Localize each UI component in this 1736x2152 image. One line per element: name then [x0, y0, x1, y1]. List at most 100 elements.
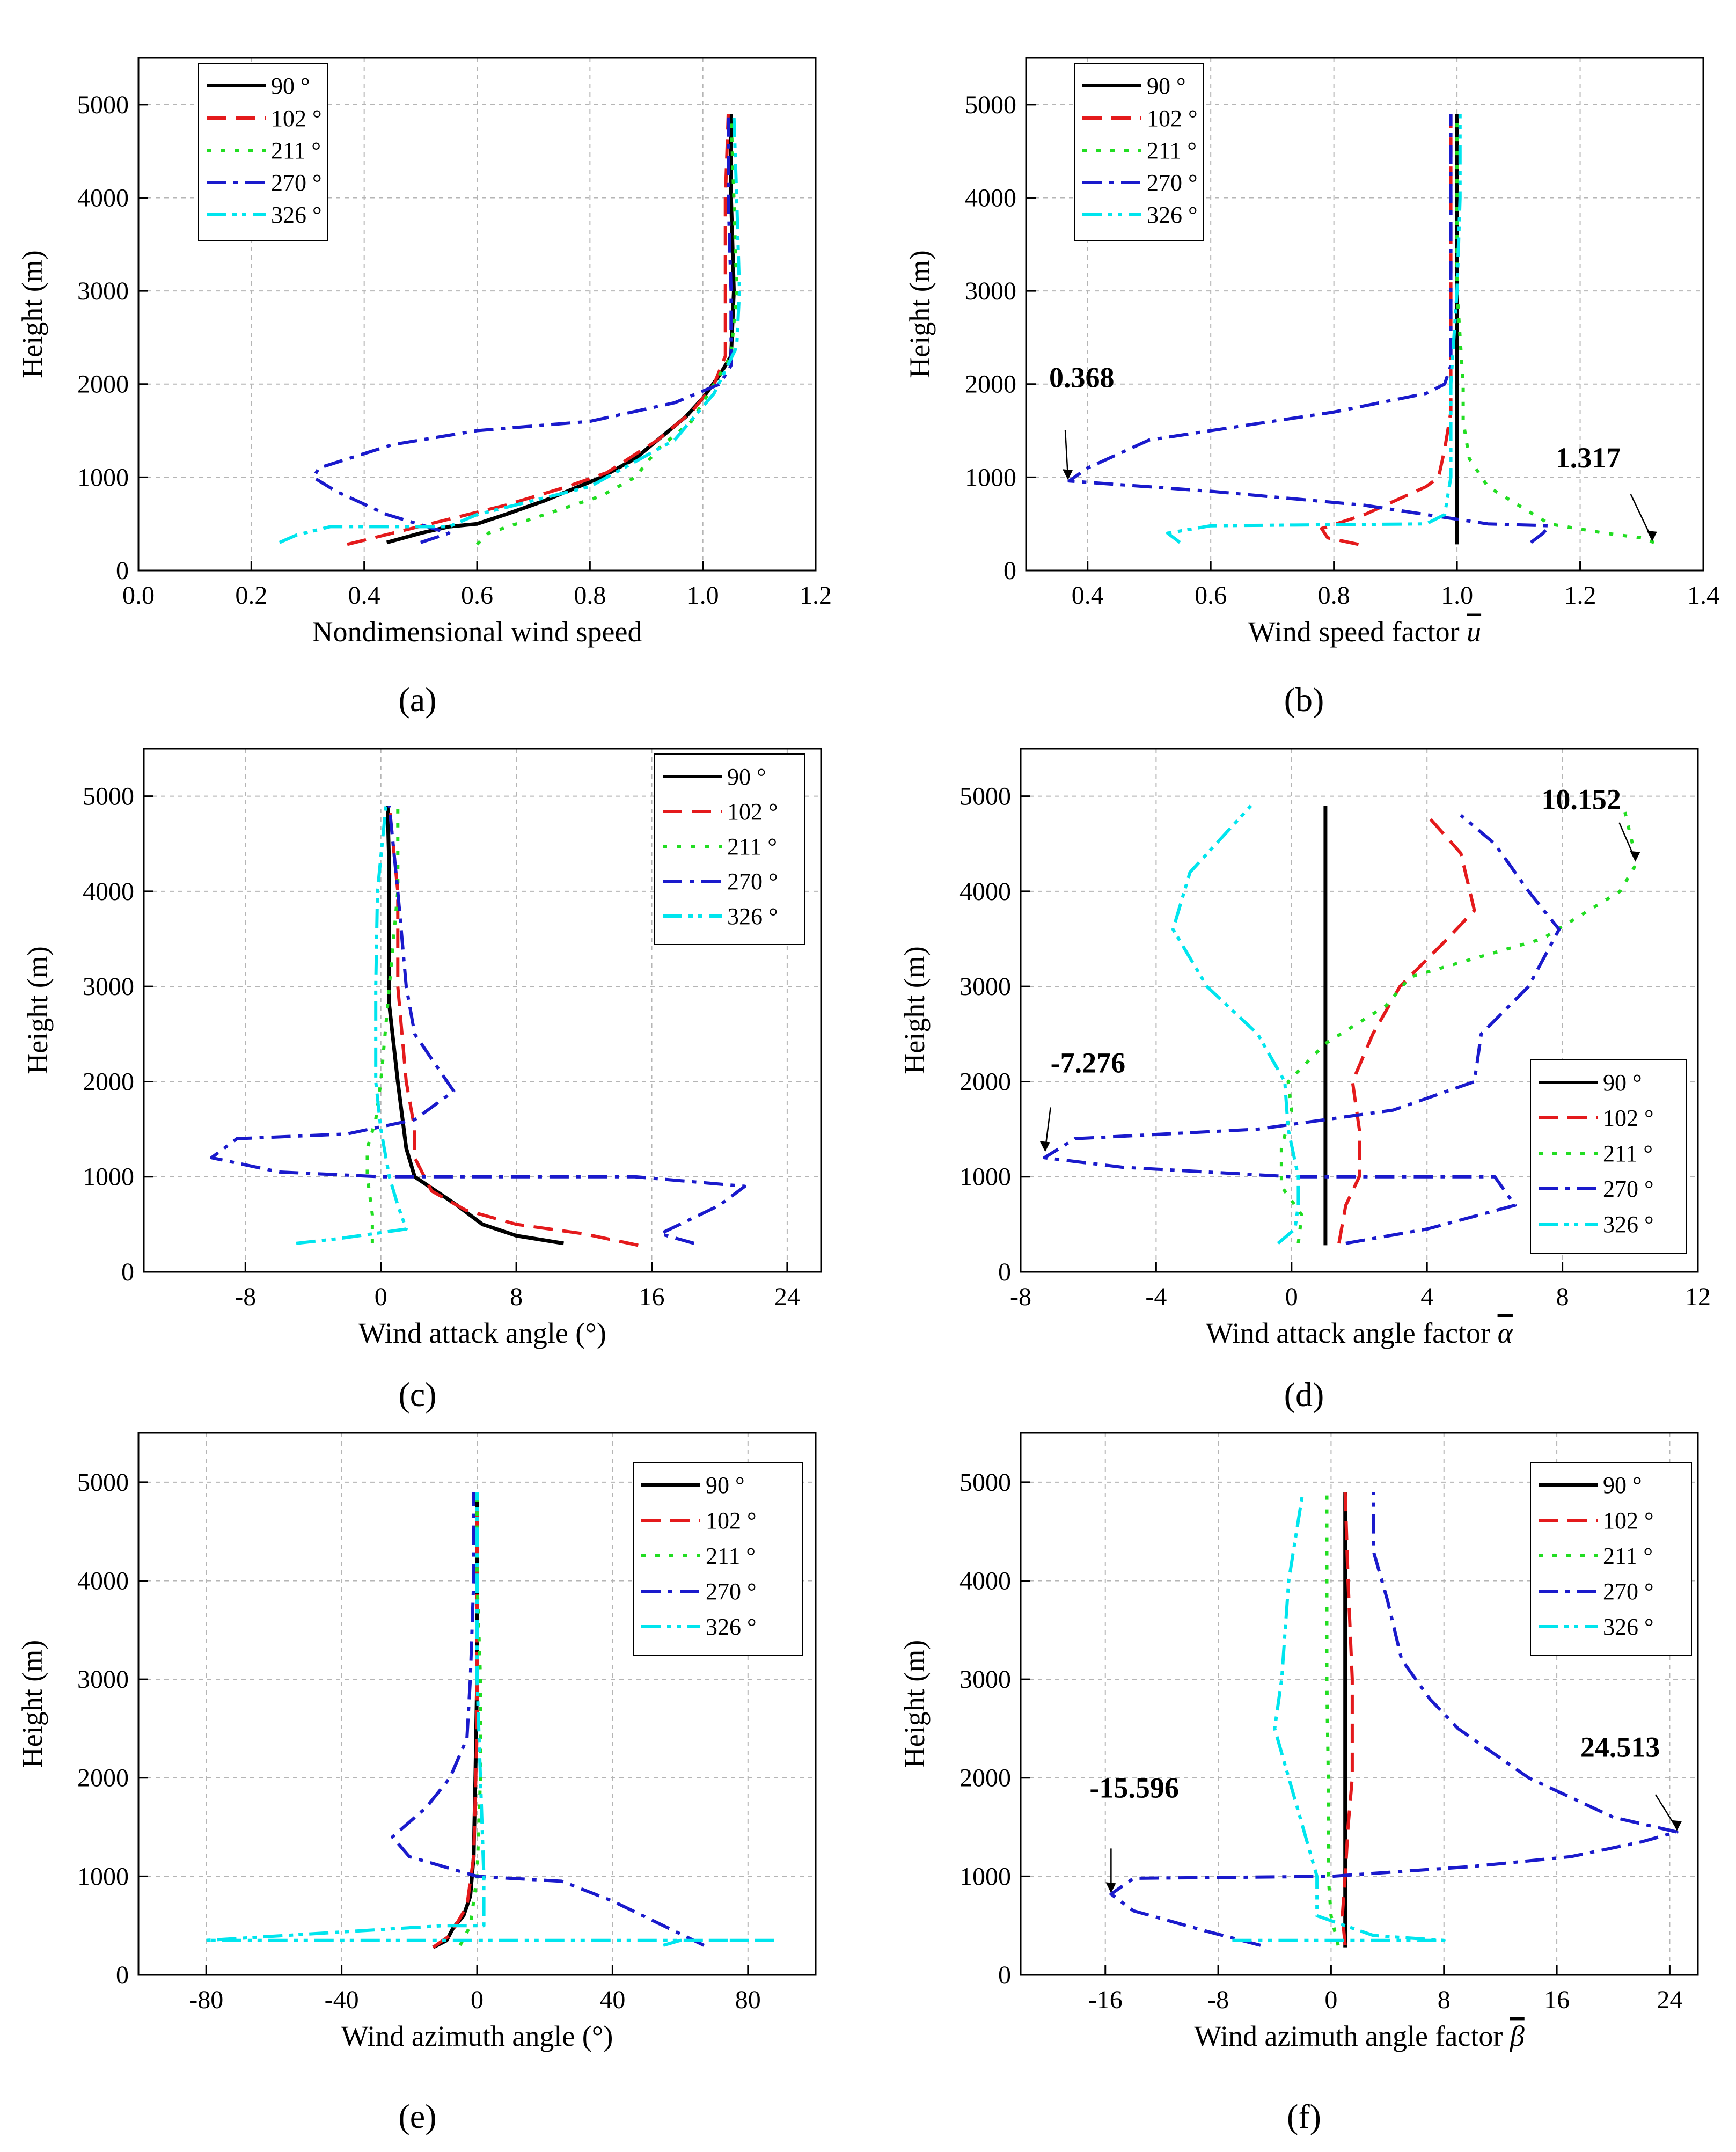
series-line-1	[1341, 1492, 1354, 1946]
x-tick-label: 0.4	[1072, 581, 1104, 610]
x-tick-label: -40	[325, 1986, 359, 2014]
y-tick-label: 3000	[83, 972, 134, 1001]
x-tick-label: 16	[1544, 1986, 1570, 2014]
y-tick-label: 3000	[965, 277, 1016, 305]
panel-2: -8 0 8 16 24 0 1000 2000 3000 4000 5000 Wind attack…	[21, 748, 822, 1414]
annotation-label: -15.596	[1089, 1772, 1178, 1804]
x-tick-label: 1.0	[1441, 581, 1473, 610]
x-tick-label: 4	[1420, 1283, 1433, 1311]
y-axis-label: Height (m)	[898, 1640, 931, 1768]
x-tick-label: 0.6	[461, 581, 493, 610]
panel-caption: (c)	[398, 1375, 436, 1414]
series-line-3	[210, 806, 746, 1245]
legend-box	[1530, 1059, 1687, 1254]
y-tick-label: 0	[998, 1258, 1011, 1286]
x-axis-label: Nondimensional wind speed	[312, 616, 642, 648]
y-tick-label: 1000	[959, 1163, 1011, 1191]
annotation-arrowhead	[1039, 1141, 1050, 1152]
annotation-arrowhead	[1630, 851, 1640, 862]
plot-frame	[1020, 1432, 1699, 1976]
y-tick-label: 5000	[83, 782, 134, 811]
x-tick-label: 0	[471, 1986, 484, 2014]
series-line-4	[1171, 804, 1300, 1245]
y-tick-label: 0	[121, 1258, 134, 1286]
legend-label: 211 °	[706, 1543, 756, 1569]
y-tick-label: 0	[116, 557, 129, 585]
annotation-label: 0.368	[1049, 361, 1115, 393]
y-axis-label: Height (m)	[16, 250, 48, 378]
series-line-2	[475, 114, 738, 546]
legend-label: 270 °	[706, 1578, 757, 1605]
y-tick-label: 0	[1003, 557, 1016, 585]
panel-caption: (a)	[398, 680, 436, 719]
legend-label: 326 °	[1603, 1211, 1654, 1238]
y-tick-label: 5000	[965, 91, 1016, 119]
y-tick-label: 5000	[959, 782, 1011, 811]
y-tick-label: 1000	[77, 1862, 129, 1891]
series-line-1	[387, 806, 639, 1247]
x-tick-label: 8	[1556, 1283, 1569, 1311]
x-axis-label: Wind attack angle factor α	[1206, 1317, 1514, 1349]
panel-0: 0.0 0.2 0.4 0.6 0.8 1.0 1.2 0 1000 2000 3000 4000 50…	[16, 57, 832, 719]
series-line-0	[432, 1492, 479, 1949]
series-line-4	[296, 806, 408, 1245]
x-tick-label: 0.6	[1195, 581, 1227, 610]
panel-caption: (f)	[1287, 2097, 1321, 2135]
x-tick-label: 0.8	[1318, 581, 1350, 610]
series-line-3	[1043, 814, 1561, 1245]
y-tick-label: 3000	[77, 1665, 129, 1694]
series-line-3	[391, 1492, 705, 1947]
legend-label: 90 °	[1603, 1070, 1642, 1096]
x-tick-label: 1.2	[1564, 581, 1596, 610]
x-tick-label: 24	[1657, 1986, 1682, 2014]
plot-frame	[1020, 748, 1699, 1273]
legend-label: 102 °	[706, 1507, 757, 1534]
legend-label: 211 °	[1147, 137, 1197, 164]
series-line-2	[1325, 1492, 1340, 1946]
legend-label: 270 °	[1603, 1578, 1654, 1605]
annotation-label: -7.276	[1051, 1046, 1125, 1079]
x-tick-label: 0	[1285, 1283, 1298, 1311]
series-line-3	[1109, 1492, 1679, 1947]
y-tick-label: 1000	[77, 463, 129, 492]
panel-caption: (d)	[1284, 1375, 1324, 1414]
series-line-0	[385, 806, 564, 1246]
legend-label: 326 °	[1603, 1614, 1654, 1640]
y-tick-label: 4000	[959, 877, 1011, 906]
y-tick-label: 5000	[959, 1468, 1011, 1497]
legend-label: 326 °	[727, 903, 778, 929]
x-tick-label: 0	[375, 1283, 387, 1311]
x-tick-label: -80	[189, 1986, 223, 2014]
x-tick-label: 0.2	[235, 581, 267, 610]
x-tick-label: 0.8	[574, 581, 606, 610]
y-tick-label: 4000	[77, 184, 129, 212]
y-tick-label: 1000	[965, 463, 1016, 492]
panel-1: 0.4 0.6 0.8 1.0 1.2 1.4 0 1000 2000 3000 4000 5000 W…	[904, 57, 1719, 719]
y-tick-label: 2000	[959, 1764, 1011, 1792]
y-tick-label: 3000	[959, 1665, 1011, 1694]
series-line-1	[1337, 814, 1476, 1244]
annotation-label: 10.152	[1541, 784, 1621, 816]
x-tick-label: 1.2	[800, 581, 832, 610]
x-tick-label: 8	[510, 1283, 523, 1311]
x-tick-label: -8	[1207, 1986, 1229, 2014]
legend-label: 326 °	[706, 1614, 757, 1640]
x-axis-symbol: β	[1510, 2020, 1525, 2052]
x-tick-label: 1.0	[687, 581, 719, 610]
legend-label: 102 °	[1603, 1507, 1654, 1534]
panel-3: -8 -4 0 4 8 12 0 1000 2000 3000 4000 5000 Wind attac…	[898, 748, 1711, 1414]
series-line-1	[347, 114, 730, 546]
x-tick-label: 12	[1685, 1283, 1711, 1311]
annotation-arrowhead	[1646, 530, 1657, 541]
y-tick-label: 0	[998, 1961, 1011, 1989]
panel-caption: (e)	[398, 2097, 436, 2135]
y-tick-label: 3000	[77, 277, 129, 305]
legend-label: 326 °	[271, 202, 322, 228]
legend-label: 270 °	[271, 170, 322, 196]
legend-label: 90 °	[1147, 73, 1186, 99]
series-line-4	[1232, 1491, 1446, 1942]
legend-label: 90 °	[727, 764, 766, 790]
x-axis-label: Wind speed factor u	[1248, 616, 1481, 648]
panel-5: -16 -8 0 8 16 24 0 1000 2000 3000 4000 5000 Wind azi…	[898, 1432, 1699, 2135]
y-tick-label: 2000	[77, 1764, 129, 1792]
